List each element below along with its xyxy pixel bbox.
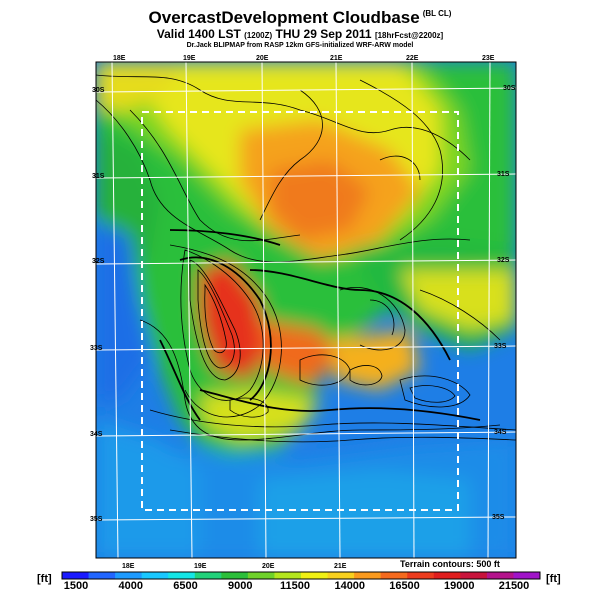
colorbar-tick-label: 9000 [228, 580, 253, 592]
colorbar-tick-label: 11500 [280, 580, 310, 592]
terrain-contour-note: Terrain contours: 500 ft [400, 559, 500, 569]
colorbar-swatch [327, 572, 355, 579]
colorbar-swatch [247, 572, 275, 579]
colorbar-unit-left: [ft] [37, 573, 52, 585]
colorbar-swatch [62, 572, 90, 579]
valid-time: Valid 1400 LST (1200Z) THU 29 Sep 2011 [… [156, 27, 444, 41]
map-frame [95, 61, 517, 559]
lat-label-left: 31S [92, 173, 105, 180]
lat-lon-grid [96, 62, 516, 558]
colorbar-swatch [486, 572, 514, 579]
lat-label-left: 34S [90, 431, 103, 438]
lat-label-right: 34S [494, 429, 507, 436]
lat-label-right: 30S [503, 85, 516, 92]
lon-label-bottom: 19E [194, 563, 207, 570]
colorbar-swatch [194, 572, 222, 579]
lat-label-left: 30S [92, 87, 105, 94]
lon-label-top: 23E [482, 55, 495, 62]
lat-label-left: 33S [90, 345, 103, 352]
colorbar-swatch [88, 572, 116, 579]
grid-labels: 18E 19E 20E 21E 22E 23E 18E 19E 20E 21E … [90, 55, 516, 570]
colorbar-swatch [115, 572, 143, 579]
colorbar-tick-labels: 1500 4000 6500 9000 11500 14000 16500 19000 2150… [62, 580, 540, 594]
lat-label-right: 31S [497, 171, 510, 178]
colorbar-swatch [380, 572, 408, 579]
lon-label-bottom: 20E [262, 563, 275, 570]
cloudbase-field [96, 62, 516, 558]
lon-label-top: 18E [113, 55, 126, 62]
colorbar-tick-label: 19000 [443, 580, 475, 592]
colorbar-tick-label: 14000 [334, 580, 366, 592]
colorbar-swatch [354, 572, 382, 579]
lat-label-left: 32S [92, 258, 105, 265]
colorbar-swatch [301, 572, 329, 579]
inner-domain-box [141, 111, 459, 511]
colorbar-swatch [513, 572, 541, 579]
colorbar-frame [61, 571, 541, 580]
lat-label-right: 32S [497, 257, 510, 264]
model-credit: Dr.Jack BLIPMAP from RASP 12km GFS-initi… [186, 42, 414, 49]
colorbar-swatch [168, 572, 196, 579]
colorbar-swatch [407, 572, 435, 579]
lon-label-top: 21E [330, 55, 343, 62]
colorbar-swatch [460, 572, 488, 579]
lon-label-top: 20E [256, 55, 269, 62]
colorbar-swatch [274, 572, 302, 579]
colorbar-tick-label: 6500 [173, 580, 198, 592]
lon-label-top: 22E [406, 55, 419, 62]
lon-label-bottom: 18E [122, 563, 135, 570]
lat-label-left: 35S [90, 516, 103, 523]
colorbar-swatch [433, 572, 461, 579]
lon-label-bottom: 21E [334, 563, 347, 570]
colorbar-swatch [141, 572, 169, 579]
colorbar-tick-label: 16500 [389, 580, 420, 592]
colorbar-unit-right: [ft] [546, 573, 561, 585]
colorbar [61, 571, 541, 580]
map-title: OvercastDevelopment Cloudbase (BL CL) [148, 8, 452, 27]
colorbar-tick-label: 1500 [63, 580, 89, 592]
colorbar-swatch [221, 572, 249, 579]
lon-label-top: 19E [183, 55, 196, 62]
lat-label-right: 35S [492, 514, 505, 521]
lat-label-right: 33S [494, 343, 507, 350]
colorbar-tick-label: 4000 [118, 580, 143, 592]
colorbar-tick-label: 21500 [498, 580, 530, 592]
